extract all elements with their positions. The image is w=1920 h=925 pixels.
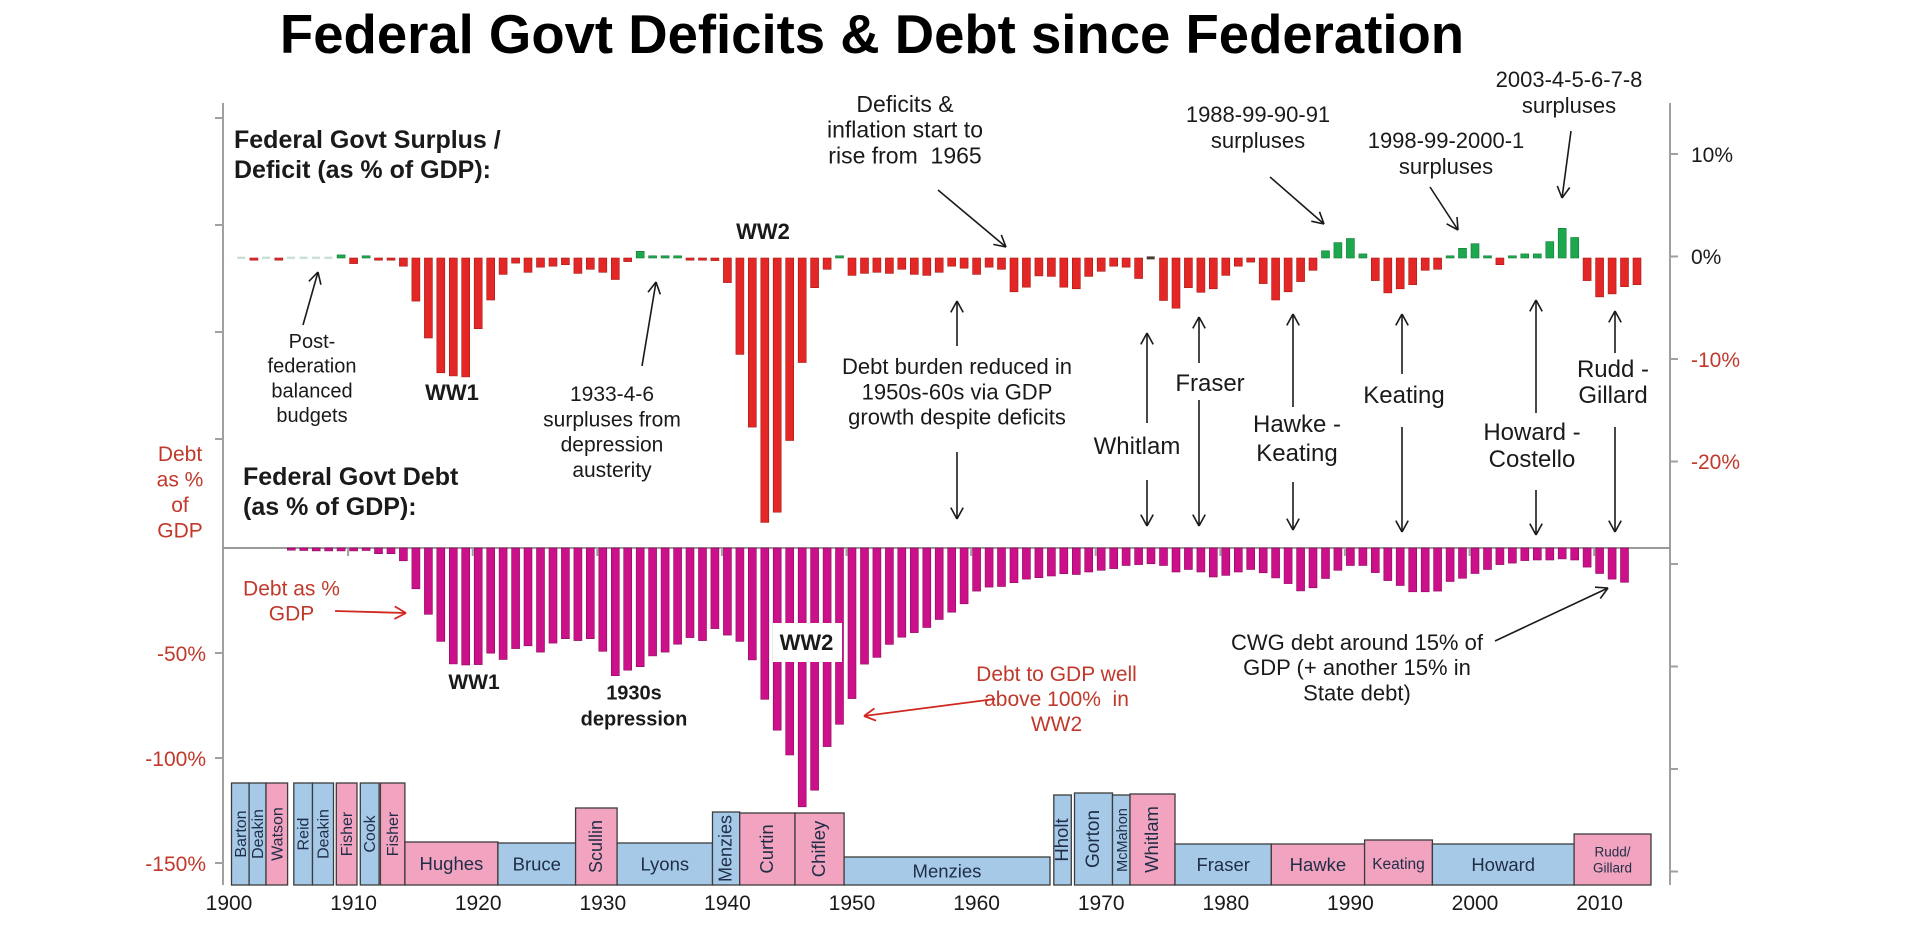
svg-text:Gillard: Gillard — [1578, 382, 1647, 409]
svg-text:(as % of GDP):: (as % of GDP): — [243, 493, 417, 521]
svg-text:Fisher: Fisher — [385, 811, 402, 856]
svg-text:federation: federation — [268, 356, 357, 378]
svg-text:Deakin: Deakin — [316, 809, 333, 859]
svg-text:1950s-60s via GDP: 1950s-60s via GDP — [862, 379, 1053, 404]
svg-text:Lyons: Lyons — [640, 854, 689, 875]
svg-text:inflation start to: inflation start to — [827, 117, 983, 143]
svg-text:Keating: Keating — [1256, 440, 1337, 467]
svg-text:Costello: Costello — [1489, 446, 1576, 473]
svg-text:Fisher: Fisher — [339, 811, 356, 856]
svg-text:rise from 1965: rise from 1965 — [828, 142, 981, 168]
svg-text:1940: 1940 — [704, 892, 751, 915]
svg-text:Chifley: Chifley — [808, 820, 829, 877]
svg-text:1910: 1910 — [330, 892, 377, 915]
svg-text:Fraser: Fraser — [1175, 370, 1244, 397]
svg-text:1900: 1900 — [206, 892, 253, 915]
svg-text:Hawke: Hawke — [1290, 854, 1347, 875]
svg-text:WW2: WW2 — [1031, 713, 1082, 736]
svg-text:WW1: WW1 — [448, 671, 500, 694]
svg-text:Rudd -: Rudd - — [1577, 356, 1649, 383]
svg-text:Scullin: Scullin — [586, 820, 606, 873]
svg-text:1933-4-6: 1933-4-6 — [570, 383, 654, 406]
svg-text:WW1: WW1 — [425, 380, 479, 405]
svg-text:Deficit (as % of GDP):: Deficit (as % of GDP): — [234, 156, 491, 184]
svg-text:of: of — [171, 494, 189, 517]
svg-text:WW2: WW2 — [736, 219, 790, 244]
svg-text:Federal Govt Deficits & Debt s: Federal Govt Deficits & Debt since Feder… — [280, 4, 1464, 65]
svg-text:1970: 1970 — [1078, 892, 1125, 915]
svg-text:Debt to GDP well: Debt to GDP well — [976, 663, 1137, 686]
svg-text:Reid: Reid — [296, 818, 313, 851]
svg-text:as %: as % — [157, 469, 204, 492]
svg-text:surpluses: surpluses — [1399, 154, 1493, 179]
svg-text:0%: 0% — [1691, 246, 1721, 269]
svg-text:1960: 1960 — [953, 892, 1000, 915]
svg-text:1950: 1950 — [829, 892, 876, 915]
svg-text:growth despite deficits: growth despite deficits — [848, 405, 1066, 430]
svg-text:surpluses from: surpluses from — [543, 408, 681, 431]
svg-text:Federal Govt Debt: Federal Govt Debt — [243, 463, 459, 491]
svg-text:Howard: Howard — [1471, 854, 1535, 875]
svg-text:Debt burden reduced in: Debt burden reduced in — [842, 354, 1072, 379]
svg-text:Howard -: Howard - — [1483, 419, 1580, 446]
svg-text:Bruce: Bruce — [513, 854, 561, 875]
svg-text:Gillard: Gillard — [1593, 861, 1632, 876]
svg-text:Federal Govt Surplus /: Federal Govt Surplus / — [234, 126, 501, 154]
svg-text:Whitlam: Whitlam — [1141, 806, 1162, 873]
svg-text:GDP (+ another 15% in: GDP (+ another 15% in — [1243, 655, 1471, 680]
svg-text:Hholt: Hholt — [1051, 818, 1072, 861]
svg-text:above 100% in: above 100% in — [984, 688, 1129, 711]
svg-text:Hawke -: Hawke - — [1253, 411, 1341, 438]
svg-text:1980: 1980 — [1202, 892, 1249, 915]
svg-text:austerity: austerity — [572, 459, 652, 482]
svg-text:Barton: Barton — [233, 810, 250, 857]
svg-text:Whitlam: Whitlam — [1094, 433, 1181, 460]
svg-text:2000: 2000 — [1452, 892, 1499, 915]
svg-text:Keating: Keating — [1372, 856, 1425, 873]
svg-text:depression: depression — [581, 708, 688, 730]
svg-text:2010: 2010 — [1576, 892, 1623, 915]
svg-text:1988-99-90-91: 1988-99-90-91 — [1186, 102, 1330, 127]
svg-text:Post-: Post- — [289, 331, 336, 353]
svg-text:Keating: Keating — [1363, 382, 1444, 409]
svg-text:-10%: -10% — [1691, 349, 1740, 372]
svg-text:-150%: -150% — [145, 853, 206, 876]
svg-text:10%: 10% — [1691, 144, 1733, 167]
svg-text:surpluses: surpluses — [1211, 128, 1305, 153]
svg-text:Deficits &: Deficits & — [856, 91, 953, 117]
svg-text:balanced: balanced — [271, 380, 352, 402]
svg-text:Curtin: Curtin — [756, 824, 777, 873]
svg-text:Menzies: Menzies — [913, 861, 982, 882]
svg-text:1930s: 1930s — [606, 683, 662, 705]
svg-text:CWG debt around 15% of: CWG debt around 15% of — [1231, 630, 1484, 655]
svg-text:1990: 1990 — [1327, 892, 1374, 915]
svg-text:2003-4-5-6-7-8: 2003-4-5-6-7-8 — [1496, 67, 1643, 92]
svg-text:depression: depression — [561, 434, 664, 457]
svg-text:-50%: -50% — [157, 643, 206, 666]
svg-text:1920: 1920 — [455, 892, 502, 915]
svg-text:Cook: Cook — [362, 814, 379, 852]
svg-text:Fraser: Fraser — [1196, 854, 1249, 875]
svg-text:-100%: -100% — [145, 748, 206, 771]
svg-text:McMahon: McMahon — [1115, 808, 1131, 872]
svg-text:State debt): State debt) — [1303, 680, 1411, 705]
svg-text:1998-99-2000-1: 1998-99-2000-1 — [1368, 128, 1525, 153]
svg-text:budgets: budgets — [276, 405, 347, 427]
svg-text:Rudd/: Rudd/ — [1594, 845, 1630, 860]
svg-text:Hughes: Hughes — [420, 853, 484, 874]
svg-text:Watson: Watson — [269, 807, 286, 861]
svg-text:WW2: WW2 — [780, 630, 834, 655]
svg-text:GDP: GDP — [269, 603, 315, 626]
svg-text:Deakin: Deakin — [250, 809, 267, 859]
svg-text:1930: 1930 — [579, 892, 626, 915]
svg-text:Gorton: Gorton — [1083, 810, 1104, 868]
svg-text:Debt as %: Debt as % — [243, 578, 340, 601]
svg-text:Menzies: Menzies — [716, 815, 736, 882]
svg-text:Debt: Debt — [158, 443, 203, 466]
svg-text:-20%: -20% — [1691, 451, 1740, 474]
svg-text:GDP: GDP — [157, 520, 203, 543]
svg-text:surpluses: surpluses — [1522, 93, 1616, 118]
